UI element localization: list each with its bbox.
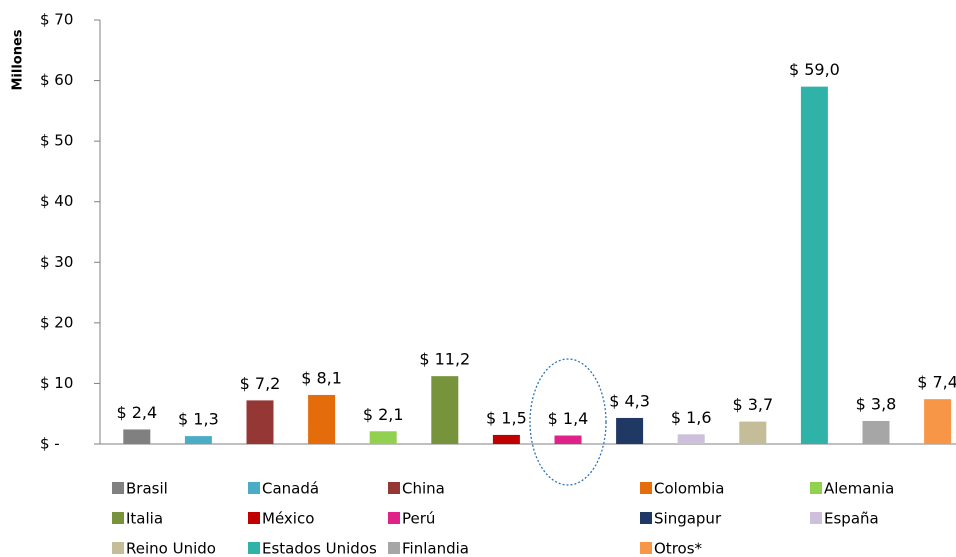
legend-swatch [388,482,400,494]
legend-label: China [402,480,445,498]
legend-label: Finlandia [402,540,469,557]
legend-label: Otros* [654,540,703,557]
highlight-ellipse [529,358,607,486]
value-label: $ 3,8 [856,394,897,413]
value-label: $ 11,2 [419,350,470,369]
value-label: $ 3,7 [732,395,773,414]
legend-swatch [640,542,652,554]
value-label: $ 7,2 [240,374,281,393]
bar [862,420,890,444]
y-tick-label: $ 40 [40,192,73,210]
legend-swatch [810,482,822,494]
legend-label: Alemania [824,480,894,498]
legend-label: Brasil [126,480,168,498]
bar [677,434,705,444]
legend-swatch [112,542,124,554]
bar [924,399,952,444]
legend-swatch [248,482,260,494]
legend-label: Reino Unido [126,540,216,557]
y-tick-label: $ - [40,435,60,453]
bar [616,417,644,444]
legend-label: Estados Unidos [262,540,377,557]
legend-swatch [640,512,652,524]
legend-swatch [640,482,652,494]
value-label: $ 1,4 [548,409,589,428]
legend-swatch [112,512,124,524]
bar [431,376,459,444]
bar [369,431,397,444]
bar [492,434,520,444]
value-label: $ 2,1 [363,405,404,424]
bar [123,429,151,444]
y-tick-label: $ 10 [40,374,73,392]
legend-label: Italia [126,510,163,528]
y-tick-label: $ 60 [40,71,73,89]
legend-swatch [248,512,260,524]
bar [246,400,274,444]
legend-swatch [112,482,124,494]
y-axis-label: Millones [11,29,26,90]
legend-swatch [248,542,260,554]
legend-label: Perú [402,510,435,528]
bar [800,86,828,444]
legend-label: España [824,510,879,528]
value-label: $ 4,3 [609,391,650,410]
bar [184,436,212,444]
value-label: $ 8,1 [301,368,342,387]
value-label: $ 59,0 [789,60,840,79]
value-label: $ 7,4 [917,373,956,392]
bar [308,394,336,444]
y-tick-label: $ 30 [40,253,73,271]
legend-label: México [262,510,314,528]
legend-swatch [388,512,400,524]
y-tick-label: $ 70 [40,11,73,29]
y-tick-label: $ 50 [40,132,73,150]
legend-swatch [388,542,400,554]
legend-label: Canadá [262,480,319,498]
value-label: $ 1,5 [486,408,527,427]
legend-label: Singapur [654,510,722,528]
bar [739,421,767,444]
value-label: $ 1,6 [671,408,712,427]
legend-label: Colombia [654,480,725,498]
value-label: $ 2,4 [116,403,157,422]
y-tick-label: $ 20 [40,313,73,331]
value-label: $ 1,3 [178,410,219,429]
legend-swatch [810,512,822,524]
bar [554,435,582,444]
